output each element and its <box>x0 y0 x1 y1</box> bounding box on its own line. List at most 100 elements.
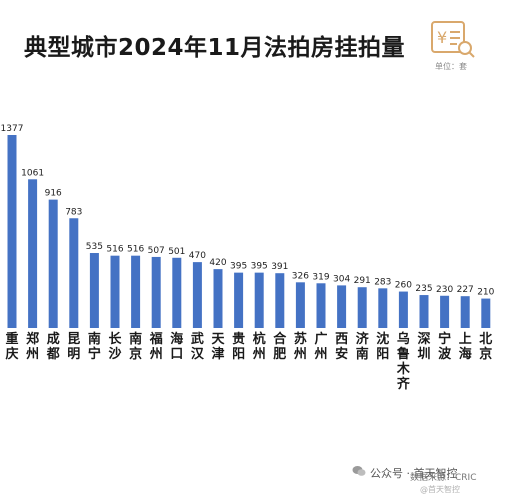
svg-text:京: 京 <box>479 346 492 362</box>
category-label: 成都 <box>46 331 60 362</box>
svg-text:南: 南 <box>356 346 369 362</box>
svg-text:贵: 贵 <box>232 331 245 347</box>
value-label: 1061 <box>21 168 44 178</box>
svg-text:北: 北 <box>479 332 492 347</box>
category-label: 北京 <box>479 332 492 362</box>
watermark: @首天智控 <box>420 485 460 494</box>
category-label: 南宁 <box>88 331 101 362</box>
value-label: 319 <box>312 272 329 282</box>
bar-南京 <box>131 255 141 328</box>
bar-杭州 <box>254 272 264 328</box>
svg-text:京: 京 <box>129 346 142 362</box>
value-label: 420 <box>209 258 226 268</box>
svg-text:海: 海 <box>459 346 472 362</box>
chart-title: 典型城市2024年11月法拍房挂拍量 <box>24 35 406 61</box>
svg-text:昆: 昆 <box>67 331 80 347</box>
bar-乌鲁木齐 <box>398 291 408 328</box>
svg-text:乌: 乌 <box>397 331 410 347</box>
svg-text:济: 济 <box>356 331 370 347</box>
category-label: 长沙 <box>108 331 122 362</box>
svg-text:¥: ¥ <box>437 28 447 47</box>
category-label: 合肥 <box>273 331 287 362</box>
wechat-icon <box>352 466 366 476</box>
category-label: 深圳 <box>417 331 430 362</box>
bar-昆明 <box>69 218 79 328</box>
value-label: 516 <box>106 245 123 255</box>
svg-text:天: 天 <box>211 332 225 347</box>
svg-text:沈: 沈 <box>376 331 389 347</box>
value-label: 916 <box>45 189 62 199</box>
category-label: 苏州 <box>293 331 307 362</box>
category-label: 杭州 <box>252 331 266 362</box>
bar-郑州 <box>28 179 38 328</box>
svg-text:口: 口 <box>170 347 183 362</box>
bar-合肥 <box>275 273 285 328</box>
svg-text:深: 深 <box>417 331 430 347</box>
svg-text:鲁: 鲁 <box>397 346 410 362</box>
svg-text:长: 长 <box>108 331 122 347</box>
footer-account: 公众号 · 首天智控 <box>370 467 458 480</box>
svg-text:州: 州 <box>149 347 163 362</box>
category-label: 上海 <box>459 332 472 362</box>
bar-深圳 <box>419 295 429 328</box>
value-label: 1377 <box>1 124 24 134</box>
value-label: 507 <box>148 246 165 256</box>
category-label: 郑州 <box>25 331 39 362</box>
value-label: 516 <box>127 245 144 255</box>
bar-成都 <box>48 199 58 328</box>
value-label: 210 <box>477 288 494 298</box>
value-label: 470 <box>189 251 206 261</box>
category-label: 福州 <box>149 331 163 362</box>
data-source: 数据来源：CRIC <box>410 473 477 483</box>
svg-text:州: 州 <box>293 347 307 362</box>
svg-text:都: 都 <box>46 346 60 362</box>
svg-text:肥: 肥 <box>273 346 286 362</box>
svg-text:郑: 郑 <box>26 331 39 347</box>
category-label: 西安 <box>335 332 348 362</box>
bar-广州 <box>316 283 326 328</box>
bar-宁波 <box>440 295 450 328</box>
bar-济南 <box>357 287 367 328</box>
svg-text:广: 广 <box>314 331 327 347</box>
bar-海口 <box>172 257 182 328</box>
svg-text:汉: 汉 <box>191 346 205 362</box>
svg-text:州: 州 <box>252 347 266 362</box>
svg-text:波: 波 <box>438 346 452 362</box>
category-label: 武汉 <box>191 331 205 362</box>
svg-text:苏: 苏 <box>294 331 307 347</box>
value-label: 304 <box>333 274 350 284</box>
svg-text:合: 合 <box>273 331 287 347</box>
value-label: 395 <box>230 262 247 272</box>
svg-text:阳: 阳 <box>232 347 245 362</box>
svg-text:南: 南 <box>88 331 101 347</box>
value-label: 227 <box>457 285 474 295</box>
category-label: 济南 <box>356 331 370 362</box>
svg-text:阳: 阳 <box>376 347 389 362</box>
category-label: 贵阳 <box>232 331 245 362</box>
bar-福州 <box>151 256 161 328</box>
svg-text:沙: 沙 <box>108 347 121 362</box>
bar-武汉 <box>192 262 202 328</box>
unit-label: 单位：套 <box>435 62 467 71</box>
bar-西安 <box>337 285 347 328</box>
svg-text:安: 安 <box>335 346 348 362</box>
svg-text:福: 福 <box>149 331 163 347</box>
svg-text:州: 州 <box>313 347 327 362</box>
svg-text:南: 南 <box>129 331 142 347</box>
svg-text:圳: 圳 <box>417 346 430 362</box>
svg-text:海: 海 <box>170 331 183 347</box>
value-label: 783 <box>65 207 82 217</box>
bar-南宁 <box>89 253 99 328</box>
value-label: 391 <box>271 262 288 272</box>
value-label: 395 <box>251 262 268 272</box>
svg-text:明: 明 <box>67 347 80 362</box>
category-label: 广州 <box>313 331 327 362</box>
bar-重庆 <box>7 135 17 328</box>
svg-text:津: 津 <box>211 346 224 362</box>
value-label: 535 <box>86 242 103 252</box>
value-label: 501 <box>168 247 185 257</box>
value-label: 230 <box>436 285 453 295</box>
svg-text:庆: 庆 <box>4 346 18 362</box>
value-label: 291 <box>354 276 371 286</box>
